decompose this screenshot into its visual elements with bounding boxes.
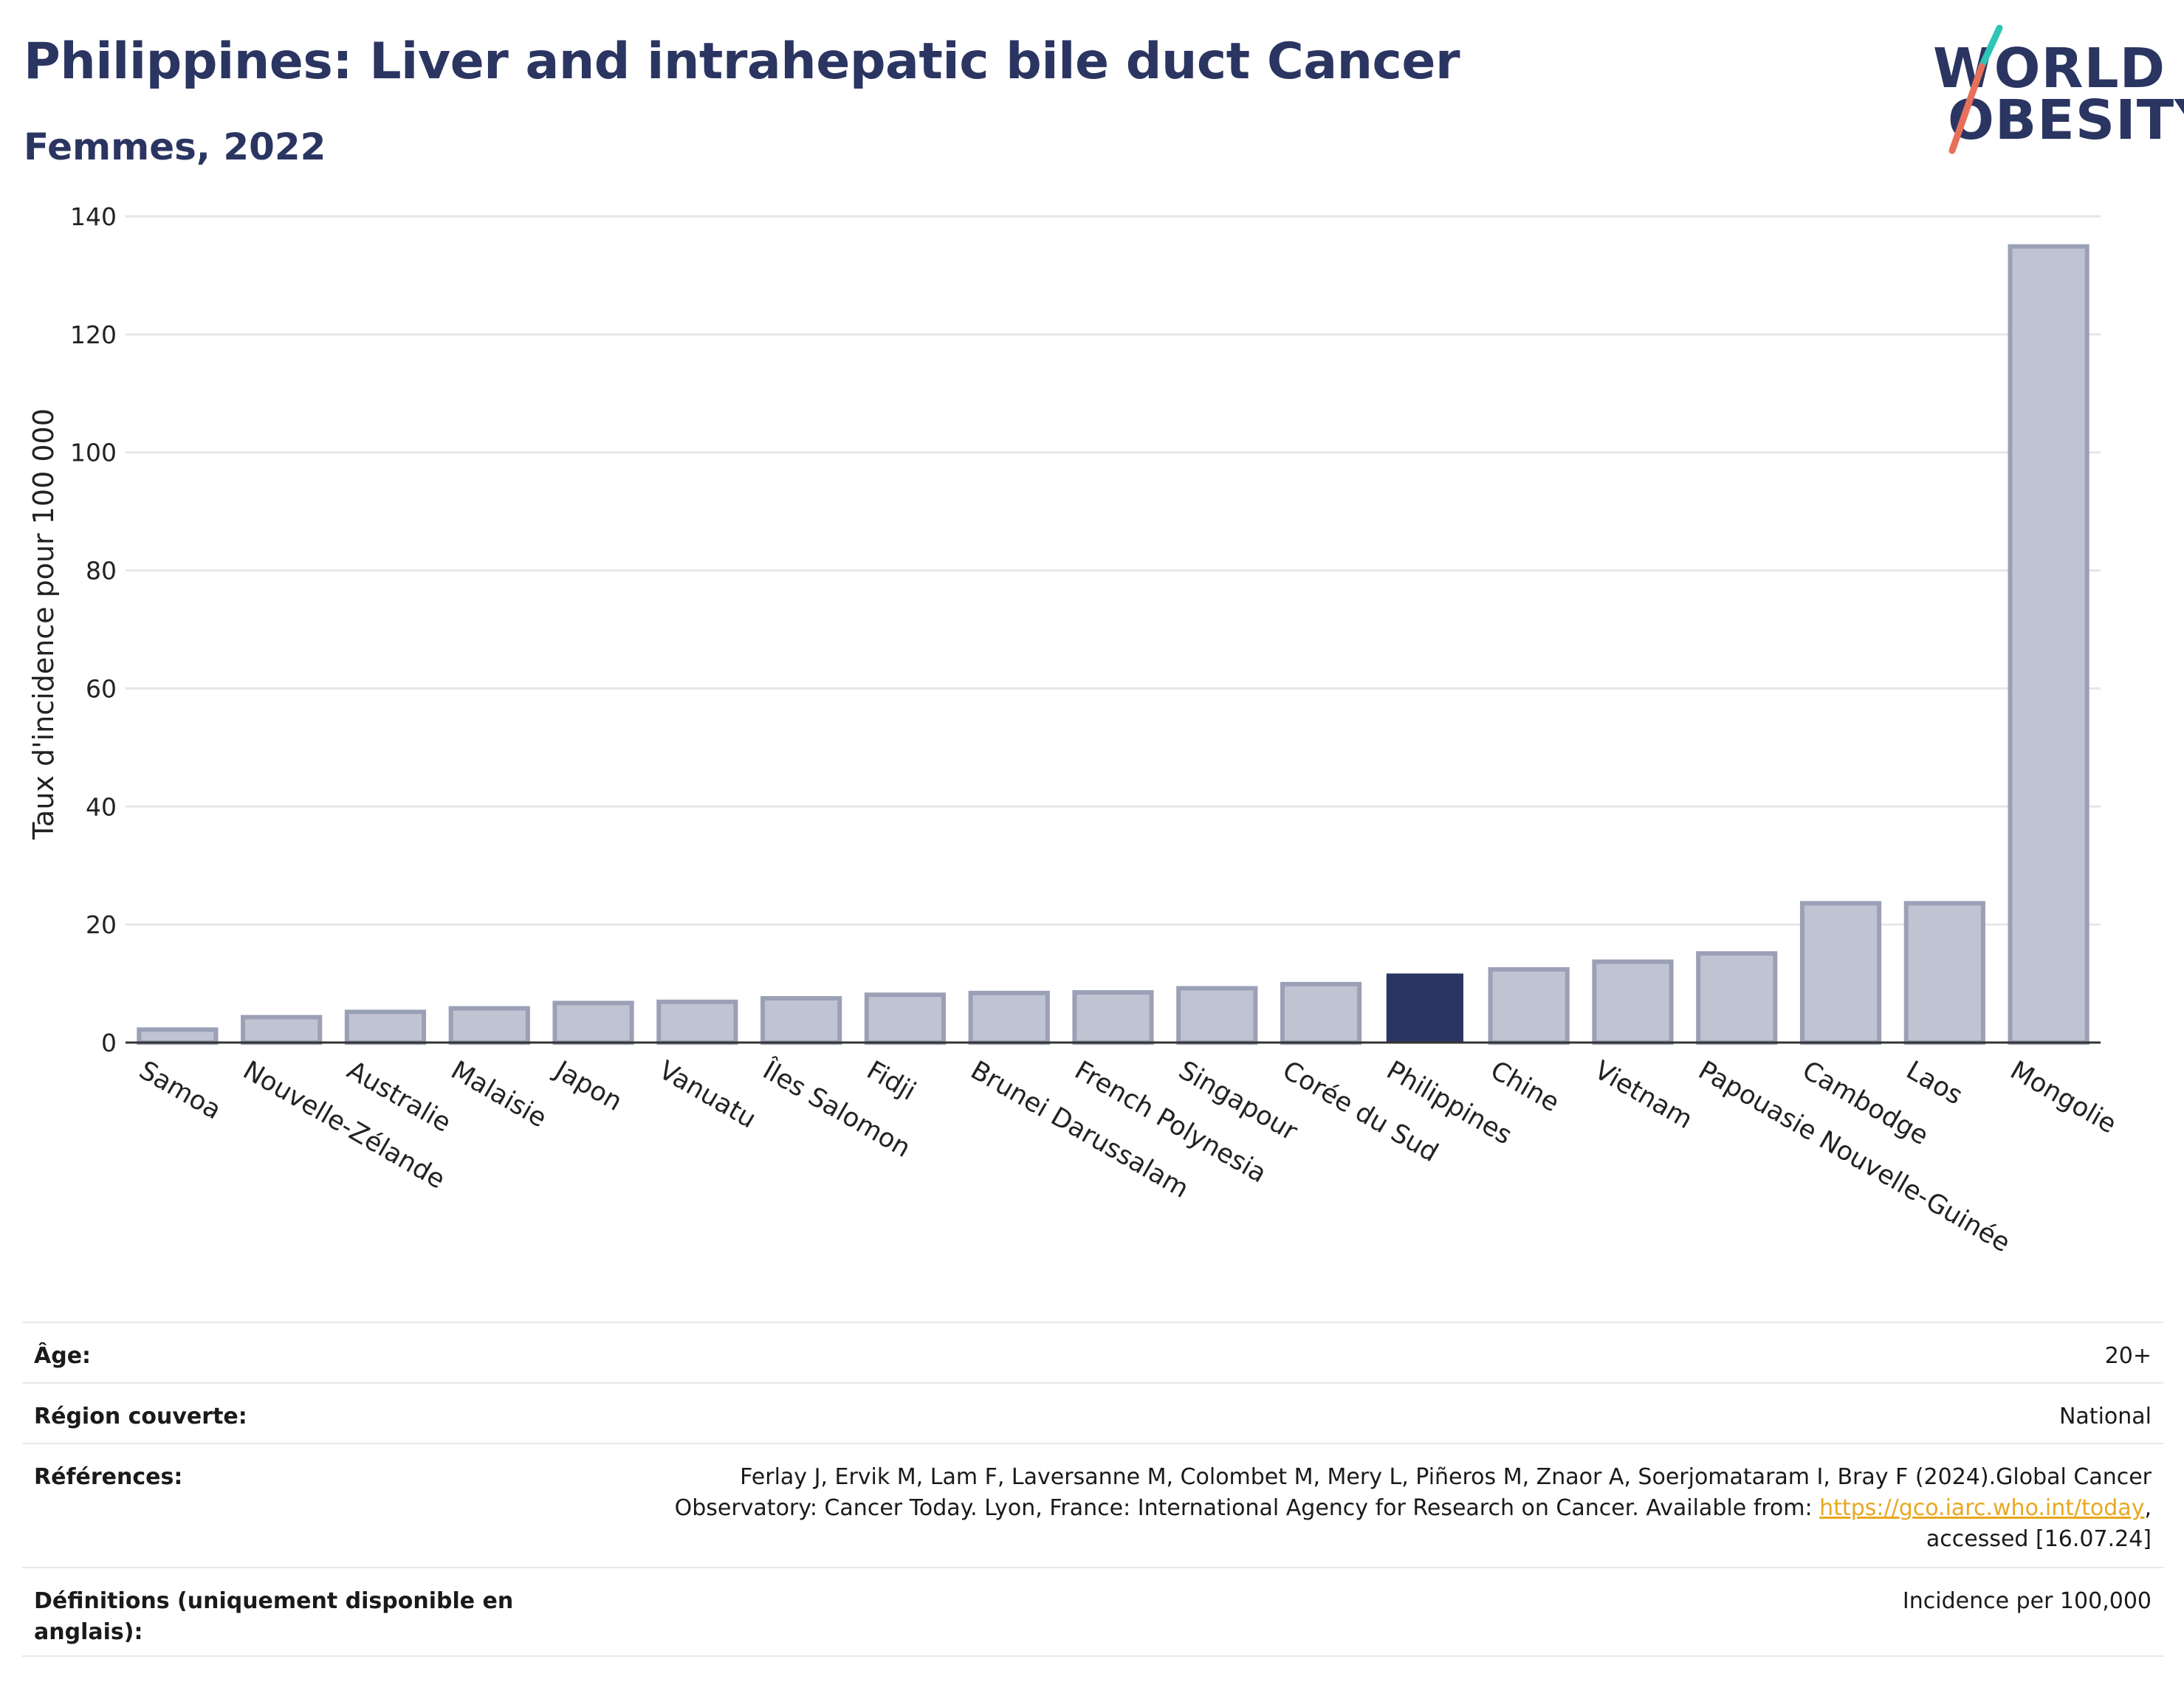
meta-row-region: Région couverte: National	[22, 1382, 2163, 1443]
x-tick-label: Samoa	[134, 1056, 225, 1126]
bar-laos[interactable]	[1903, 901, 1985, 1046]
bar-vanuatu[interactable]	[656, 999, 738, 1045]
meta-label-references: Références:	[34, 1464, 183, 1490]
world-obesity-logo[interactable]: WORLD OBESITY	[1920, 21, 2184, 161]
bar-cor-e-du-sud[interactable]	[1280, 981, 1362, 1046]
chart-title: Philippines: Liver and intrahepatic bile…	[24, 32, 1460, 91]
logo-word-obesity: OBESITY	[1948, 89, 2184, 152]
bar--les-salomon[interactable]	[760, 996, 842, 1046]
x-tick-label: Mongolie	[2005, 1056, 2121, 1140]
bars	[137, 244, 2089, 1046]
y-tick-label: 100	[70, 439, 117, 467]
y-tick-label: 0	[101, 1029, 117, 1057]
chart-subtitle: Femmes, 2022	[24, 126, 326, 168]
bar-australie[interactable]	[344, 1009, 427, 1045]
x-tick-label: Chine	[1486, 1056, 1565, 1119]
grid-lines	[126, 215, 2101, 926]
meta-row-references: Références: Ferlay J, Ervik M, Lam F, La…	[22, 1443, 2163, 1567]
y-tick-label: 80	[86, 557, 117, 586]
bar-vietnam[interactable]	[1592, 959, 1674, 1045]
bar-singapour[interactable]	[1176, 986, 1258, 1045]
bar-philippines[interactable]	[1386, 973, 1463, 1043]
y-tick-label: 120	[70, 320, 117, 349]
bar-fidji[interactable]	[864, 992, 947, 1045]
x-tick-label: Fidji	[862, 1056, 921, 1107]
y-tick-label: 140	[70, 202, 117, 231]
meta-row-definitions: Définitions (uniquement disponible en an…	[22, 1567, 2163, 1657]
meta-row-age: Âge: 20+	[22, 1322, 2163, 1382]
x-tick-label: Japon	[549, 1055, 627, 1117]
y-tick-label: 60	[86, 674, 117, 703]
bar-japon[interactable]	[552, 1000, 634, 1046]
reference-text: Ferlay J, Ervik M, Lam F, Laversanne M, …	[674, 1464, 2152, 1521]
bar-mongolie[interactable]	[2008, 244, 2089, 1046]
x-axis-ticks: Samoa Nouvelle-ZélandeAustralieMalaisieJa…	[134, 1054, 2121, 1258]
metadata-table: Âge: 20+ Région couverte: National Référ…	[22, 1322, 2163, 1657]
reference-accessed: , accessed [16.07.24]	[1926, 1495, 2152, 1552]
meta-label-region: Région couverte:	[34, 1404, 247, 1429]
bar-malaisie[interactable]	[448, 1006, 530, 1046]
reference-link[interactable]: https://gco.iarc.who.int/today	[1819, 1495, 2145, 1521]
meta-value-age: 20+	[2104, 1343, 2152, 1369]
logo-slash-icon	[1948, 24, 2003, 154]
bar-samoa[interactable]	[137, 1027, 219, 1046]
bar-chart: 0 20 40 60 80 100 120 140 Samoa Nouvelle-Zélande…	[27, 202, 2121, 1258]
y-tick-label: 20	[86, 910, 117, 939]
meta-value-references: Ferlay J, Ervik M, Lam F, Laversanne M, …	[601, 1462, 2152, 1555]
x-tick-label: Malaisie	[446, 1056, 552, 1134]
x-tick-label: Laos	[1901, 1056, 1968, 1111]
meta-value-definitions: Incidence per 100,000	[1902, 1588, 2152, 1614]
bar-chine[interactable]	[1488, 967, 1570, 1045]
y-axis-ticks: 0 20 40 60 80 100 120 140	[70, 202, 117, 1057]
bar-french-polynesia[interactable]	[1072, 990, 1154, 1045]
bar-papouasie-nouvelle-guin-e[interactable]	[1696, 951, 1778, 1046]
meta-value-region: National	[2058, 1404, 2152, 1429]
meta-label-age: Âge:	[34, 1343, 92, 1369]
bar-nouvelle-z-lande[interactable]	[241, 1014, 323, 1046]
bar-brunei-darussalam[interactable]	[968, 990, 1050, 1045]
x-tick-label: Vanuatu	[653, 1056, 760, 1135]
bar-cambodge[interactable]	[1799, 901, 1882, 1046]
y-axis-label: Taux d'incidence pour 100 000	[27, 408, 60, 840]
x-tick-label: Vietnam	[1590, 1056, 1697, 1136]
meta-label-definitions: Définitions (uniquement disponible en an…	[34, 1588, 514, 1645]
y-tick-label: 40	[86, 792, 117, 821]
